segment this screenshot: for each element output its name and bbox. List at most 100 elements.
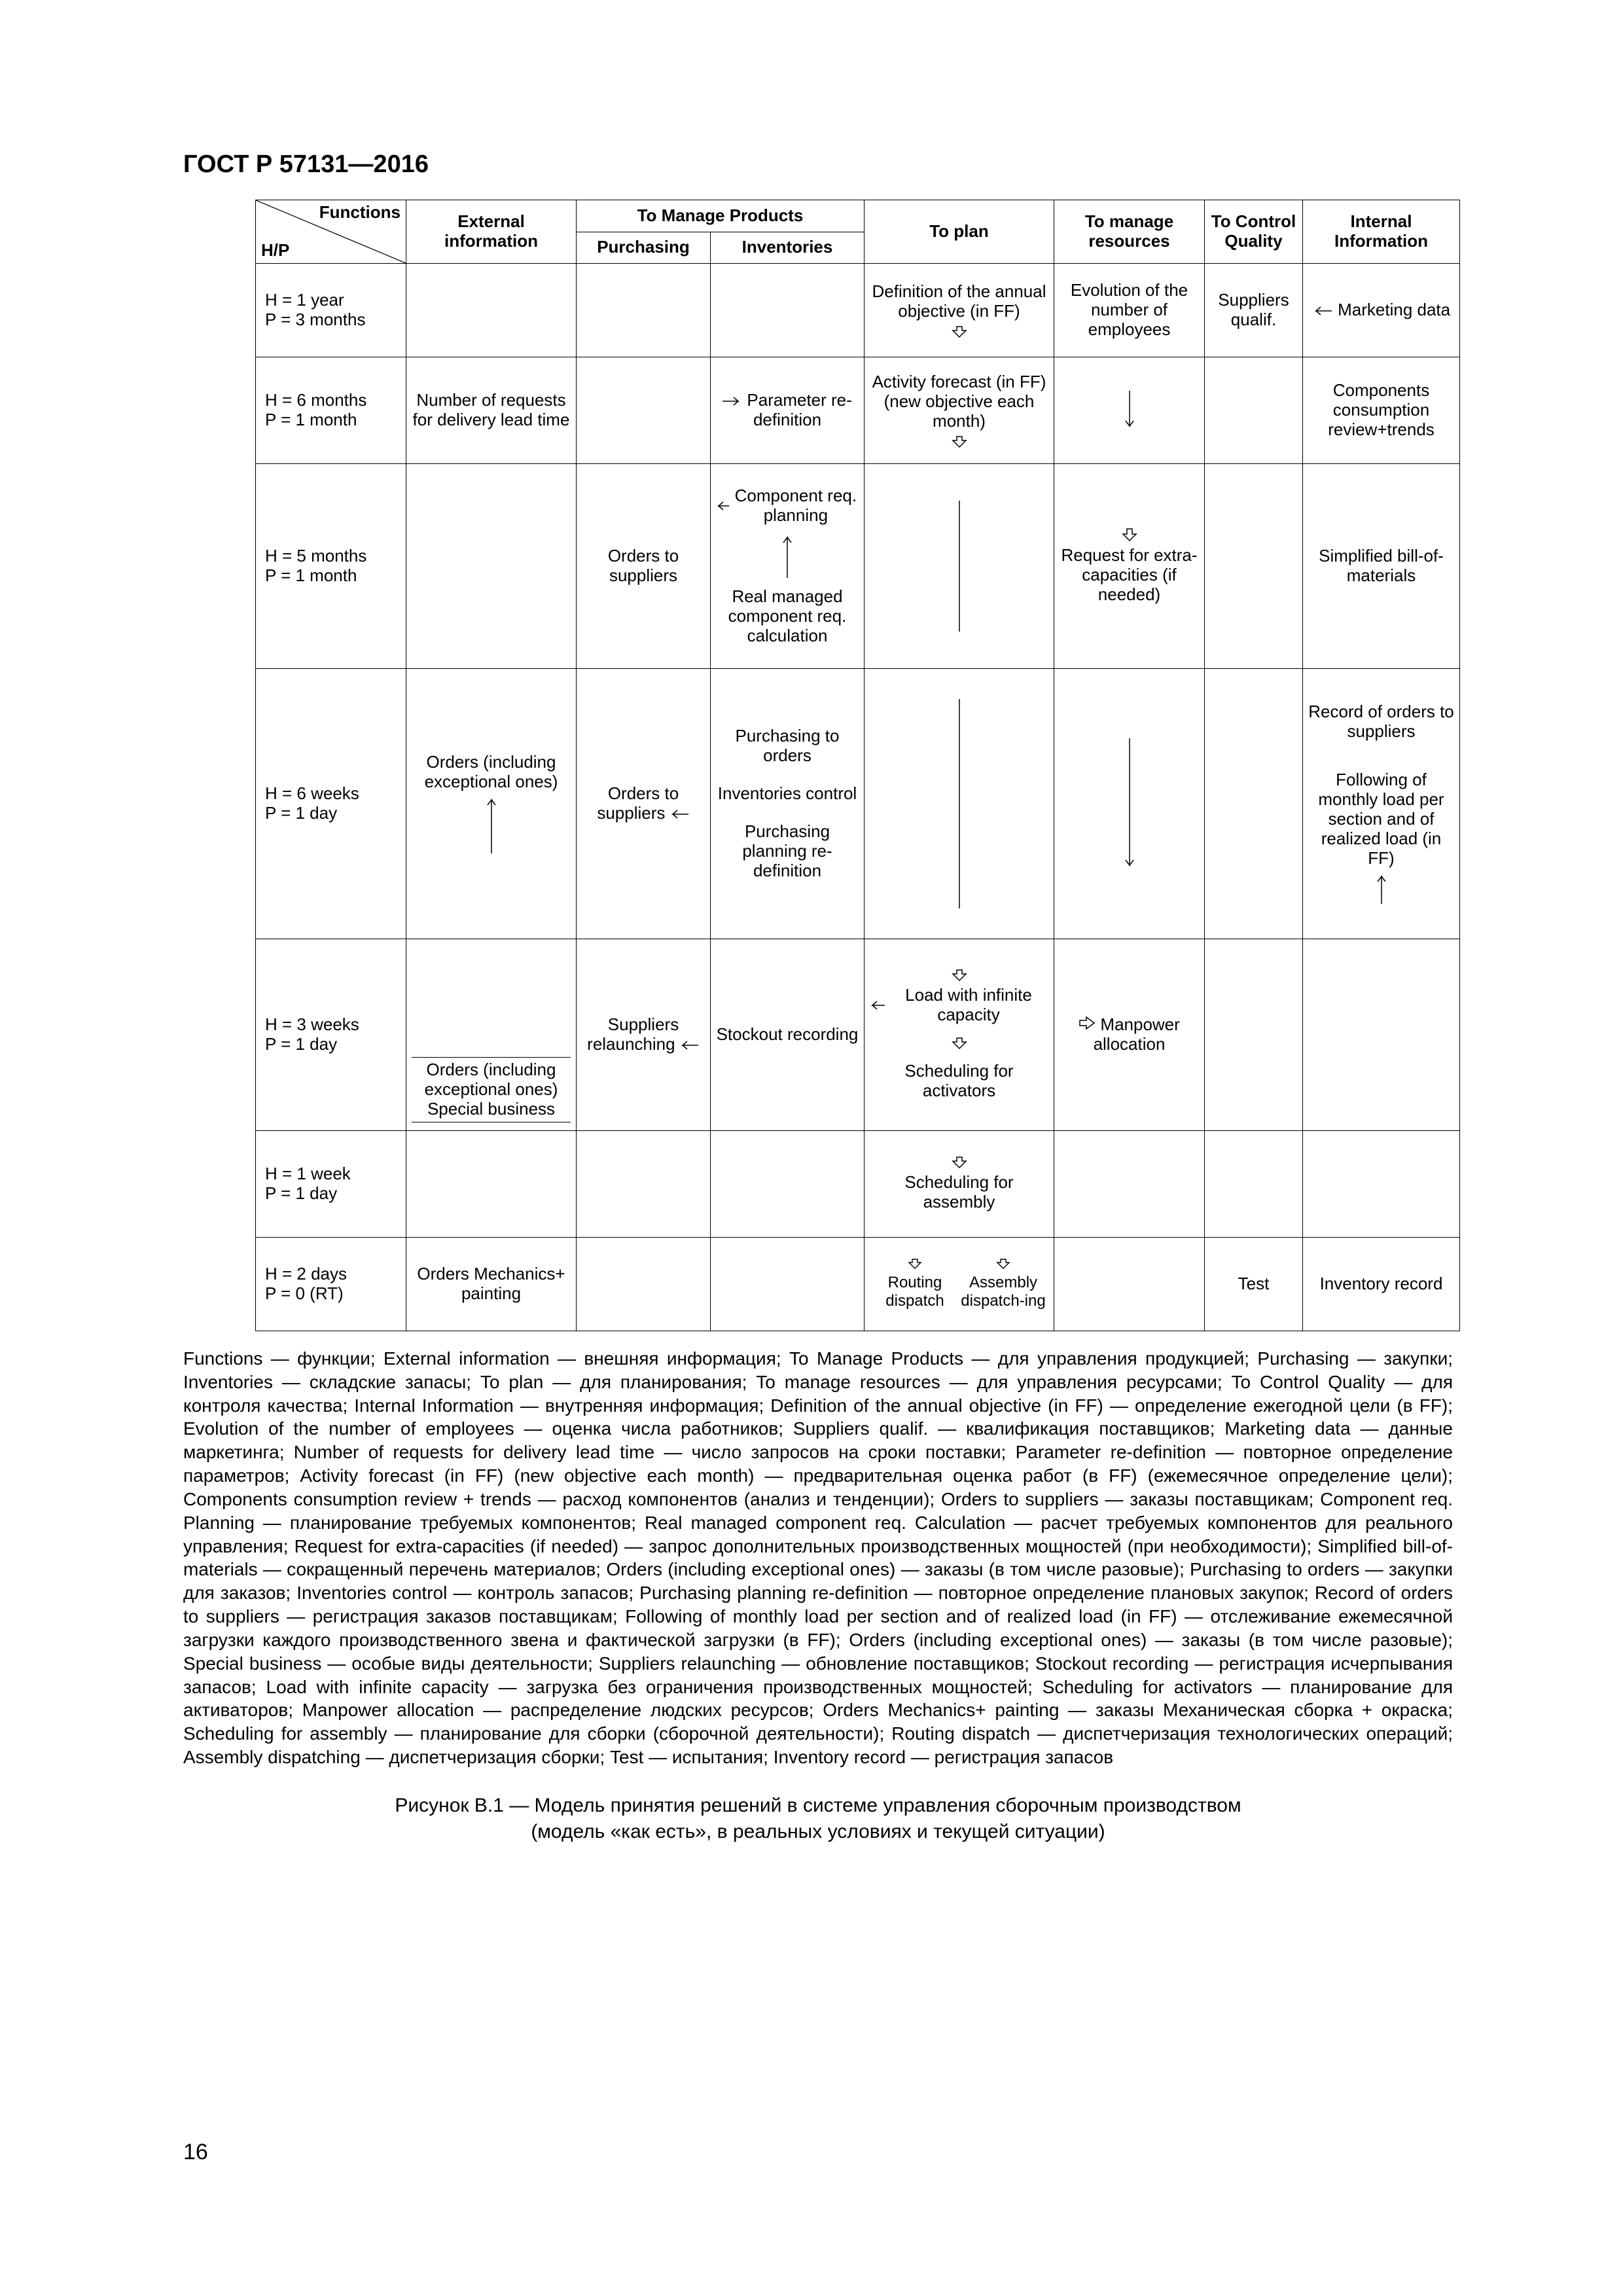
r6-external: Orders Mechanics+ painting — [406, 1238, 577, 1331]
r0-quality: Suppliers qualif. — [1205, 264, 1303, 357]
r4-purchasing: Suppliers relaunching — [577, 939, 711, 1131]
col-manage-products: To Manage Products — [577, 200, 865, 232]
r1-quality — [1205, 357, 1303, 464]
open-arrow-down-icon — [952, 1156, 967, 1169]
arrow-down-icon — [1125, 391, 1134, 430]
r0-resources: Evolution of the number of employees — [1054, 264, 1205, 357]
row-1year: H = 1 year P = 3 months Definition of th… — [256, 264, 1460, 357]
r3-internal: Record of orders to suppliers Following … — [1303, 669, 1460, 939]
functions-label: Functions — [319, 203, 401, 223]
r3-plan — [865, 669, 1054, 939]
r2-resources: Request for extra-capacities (if needed) — [1054, 464, 1205, 669]
r4-inventories: Stockout recording — [711, 939, 865, 1131]
r6-purchasing — [577, 1238, 711, 1331]
hp-6weeks: H = 6 weeks P = 1 day — [256, 669, 406, 939]
r5-external — [406, 1131, 577, 1238]
diagram-container: Functions H/P External information To Ma… — [255, 200, 1459, 1331]
r5-purchasing — [577, 1131, 711, 1238]
vertical-line-icon — [955, 699, 964, 908]
open-arrow-down-icon — [908, 1258, 922, 1270]
header-row-1: Functions H/P External information To Ma… — [256, 200, 1460, 232]
col-to-plan: To plan — [865, 200, 1054, 264]
r2-internal: Simplified bill-of-materials — [1303, 464, 1460, 669]
r2-external — [406, 464, 577, 669]
r4-plan: Load with infinite capacity Scheduling f… — [865, 939, 1054, 1131]
r3-external: Orders (including exceptional ones) — [406, 669, 577, 939]
open-arrow-down-icon — [952, 325, 967, 338]
arrow-right-icon — [722, 397, 742, 406]
r2-purchasing: Orders to suppliers — [577, 464, 711, 669]
arrow-left-icon — [680, 1041, 700, 1050]
open-arrow-right-icon — [1079, 1016, 1096, 1030]
col-purchasing: Purchasing — [577, 232, 711, 264]
arrow-left-icon — [1312, 306, 1333, 315]
r0-external — [406, 264, 577, 357]
open-arrow-down-icon — [952, 1037, 967, 1050]
r6-resources — [1054, 1238, 1205, 1331]
r2-inventories: Component req. planning Real managed com… — [711, 464, 865, 669]
open-arrow-down-icon — [996, 1258, 1010, 1270]
row-1week: H = 1 week P = 1 day Scheduling for asse… — [256, 1131, 1460, 1238]
open-arrow-down-icon — [952, 435, 967, 448]
open-arrow-down-icon — [1122, 528, 1137, 542]
r1-inventories: Parameter re-definition — [711, 357, 865, 464]
r0-purchasing — [577, 264, 711, 357]
r5-inventories — [711, 1131, 865, 1238]
open-arrow-down-icon — [952, 969, 967, 982]
arrow-down-icon — [1125, 738, 1134, 869]
hp-1week: H = 1 week P = 1 day — [256, 1131, 406, 1238]
row-2days: H = 2 days P = 0 (RT) Orders Mechanics+ … — [256, 1238, 1460, 1331]
col-resources: To manage resources — [1054, 200, 1205, 264]
r4-quality — [1205, 939, 1303, 1131]
arrow-left-icon — [670, 810, 690, 819]
arrow-down-icon — [955, 501, 964, 632]
r6-plan: Routing dispatch Assembly dispatch-ing — [865, 1238, 1054, 1331]
hp-5months: H = 5 months P = 1 month — [256, 464, 406, 669]
row-3weeks: H = 3 weeks P = 1 day Orders (including … — [256, 939, 1460, 1131]
decision-model-table: Functions H/P External information To Ma… — [255, 200, 1460, 1331]
arrow-up-icon — [1377, 872, 1386, 905]
r5-resources — [1054, 1131, 1205, 1238]
r4-resources: Manpower allocation — [1054, 939, 1205, 1131]
document-code: ГОСТ Р 57131—2016 — [183, 151, 1453, 179]
r3-quality — [1205, 669, 1303, 939]
r6-internal: Inventory record — [1303, 1238, 1460, 1331]
r2-plan — [865, 464, 1054, 669]
arrow-left-icon — [716, 501, 729, 511]
hp-6months: H = 6 months P = 1 month — [256, 357, 406, 464]
r1-internal: Components consumption review+trends — [1303, 357, 1460, 464]
r5-internal — [1303, 1131, 1460, 1238]
r1-plan: Activity forecast (in FF) (new objective… — [865, 357, 1054, 464]
r0-plan: Definition of the annual objective (in F… — [865, 264, 1054, 357]
r6-quality: Test — [1205, 1238, 1303, 1331]
col-quality: To Control Quality — [1205, 200, 1303, 264]
r4-internal — [1303, 939, 1460, 1131]
arrow-left-icon — [870, 1001, 885, 1010]
r2-quality — [1205, 464, 1303, 669]
col-inventories: Inventories — [711, 232, 865, 264]
r5-plan: Scheduling for assembly — [865, 1131, 1054, 1238]
r1-external: Number of requests for delivery lead tim… — [406, 357, 577, 464]
corner-cell: Functions H/P — [256, 200, 406, 264]
r3-resources — [1054, 669, 1205, 939]
hp-1year: H = 1 year P = 3 months — [256, 264, 406, 357]
figure-caption: Рисунок В.1 — Модель принятия решений в … — [183, 1793, 1453, 1846]
arrow-up-icon — [487, 796, 496, 855]
col-internal: Internal Information — [1303, 200, 1460, 264]
hp-label: H/P — [261, 241, 289, 260]
r1-resources — [1054, 357, 1205, 464]
row-6weeks: H = 6 weeks P = 1 day Orders (including … — [256, 669, 1460, 939]
glossary-text: Functions — функции; External informatio… — [183, 1347, 1453, 1769]
r0-inventories — [711, 264, 865, 357]
r6-inventories — [711, 1238, 865, 1331]
r3-inventories: Purchasing to orders Inventories control… — [711, 669, 865, 939]
row-5months: H = 5 months P = 1 month Orders to suppl… — [256, 464, 1460, 669]
r3-purchasing: Orders to suppliers — [577, 669, 711, 939]
col-external: External information — [406, 200, 577, 264]
page-number: 16 — [183, 2140, 208, 2165]
row-6months: H = 6 months P = 1 month Number of reque… — [256, 357, 1460, 464]
arrow-up-icon — [783, 533, 792, 579]
r4-external: Orders (including exceptional ones) Spec… — [406, 939, 577, 1131]
r1-purchasing — [577, 357, 711, 464]
r0-internal: Marketing data — [1303, 264, 1460, 357]
